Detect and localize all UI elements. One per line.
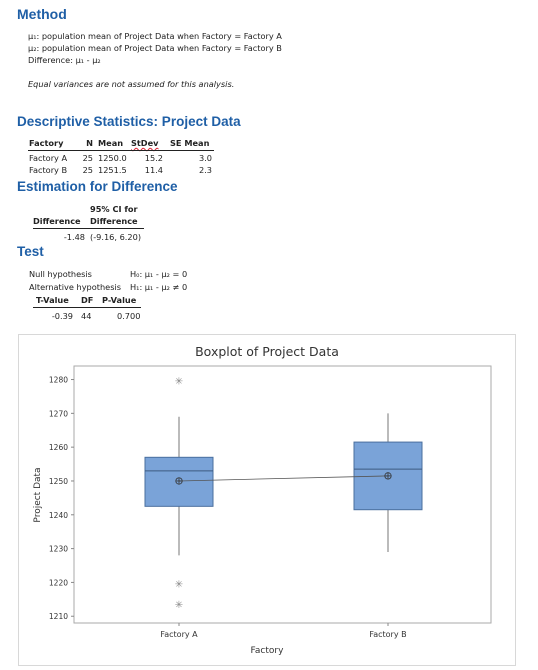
x-tick-label: Factory B — [369, 630, 406, 639]
col-header-p-value: P-Value — [102, 295, 137, 305]
descriptive-title: Descriptive Statistics: Project Data — [17, 114, 241, 129]
cell-stdev: 11.4 — [144, 165, 163, 175]
x-axis-label: Factory — [251, 646, 285, 656]
estimation-header-top: 95% CI for — [90, 204, 138, 214]
y-tick-label: 1210 — [49, 612, 68, 621]
cell-n: 25 — [82, 165, 93, 175]
col-header-df: DF — [81, 295, 94, 305]
estimation-header-difference: Difference — [33, 216, 81, 226]
mu2-definition: µ₂: population mean of Project Data when… — [28, 43, 282, 53]
col-header-mean: Mean — [98, 138, 124, 148]
estimation-title: Estimation for Difference — [17, 179, 178, 194]
cell-se-mean: 3.0 — [198, 153, 212, 163]
col-header-t-value: T-Value — [36, 295, 69, 305]
y-tick-label: 1270 — [49, 409, 68, 418]
test-title: Test — [17, 244, 44, 259]
y-tick-label: 1220 — [49, 578, 68, 587]
mean-connect-line — [178, 475, 389, 482]
y-tick-label: 1260 — [49, 443, 68, 452]
cell-mean: 1251.5 — [98, 165, 127, 175]
col-header-se-mean: SE Mean — [170, 138, 210, 148]
variance-note: Equal variances are not assumed for this… — [28, 79, 235, 89]
difference-definition: Difference: µ₁ - µ₂ — [28, 55, 101, 65]
null-hypothesis-value: H₀: µ₁ - µ₂ = 0 — [130, 269, 188, 279]
null-hypothesis-label: Null hypothesis — [29, 269, 92, 279]
outlier-marker: ✳ — [175, 600, 183, 611]
col-header-factory: Factory — [29, 138, 64, 148]
chart-title: Boxplot of Project Data — [195, 344, 339, 359]
t-value: -0.39 — [51, 311, 73, 321]
cell-factory: Factory A — [29, 153, 68, 163]
cell-factory: Factory B — [29, 165, 68, 175]
mu1-definition: μ₁: population mean of Project Data when… — [28, 31, 282, 41]
cell-mean: 1250.0 — [98, 153, 127, 163]
y-tick-label: 1250 — [49, 477, 68, 486]
estimation-header-ci: Difference — [90, 216, 138, 226]
alt-hypothesis-value: H₁: µ₁ - µ₂ ≠ 0 — [130, 282, 188, 292]
estimation-rule — [33, 228, 144, 229]
boxes-group: ✳ ✳ ✳ Factory A Factory B — [144, 377, 423, 639]
y-tick-label: 1230 — [49, 545, 68, 554]
col-header-stdev: StDev — [131, 138, 159, 148]
y-axis-ticks: 1210 1220 1230 1240 1250 1260 1270 1280 — [49, 376, 74, 621]
outlier-marker: ✳ — [175, 377, 183, 388]
alt-hypothesis-label: Alternative hypothesis — [29, 282, 122, 292]
cell-n: 25 — [82, 153, 93, 163]
outlier-marker: ✳ — [175, 580, 183, 591]
plot-area — [73, 365, 492, 624]
col-header-n: N — [86, 138, 93, 148]
x-tick-label: Factory A — [160, 630, 198, 639]
y-tick-label: 1280 — [49, 376, 68, 385]
estimation-difference-value: -1.48 — [63, 232, 85, 242]
header-rule — [28, 150, 214, 151]
cell-se-mean: 2.3 — [198, 165, 212, 175]
estimation-ci-value: (-9.16, 6.20) — [90, 232, 142, 242]
boxplot-chart: Boxplot of Project Data 1210 1220 1230 1240… — [33, 344, 492, 656]
method-title: Method — [17, 6, 67, 22]
cell-stdev: 15.2 — [144, 153, 163, 163]
df-value: 44 — [81, 311, 92, 321]
p-value: 0.700 — [117, 311, 141, 321]
test-rule — [33, 307, 141, 308]
y-tick-label: 1240 — [49, 511, 68, 520]
boxplot-chart-panel: Boxplot of Project Data 1210 1220 1230 1240… — [18, 334, 516, 666]
y-axis-label: Project Data — [33, 467, 43, 522]
